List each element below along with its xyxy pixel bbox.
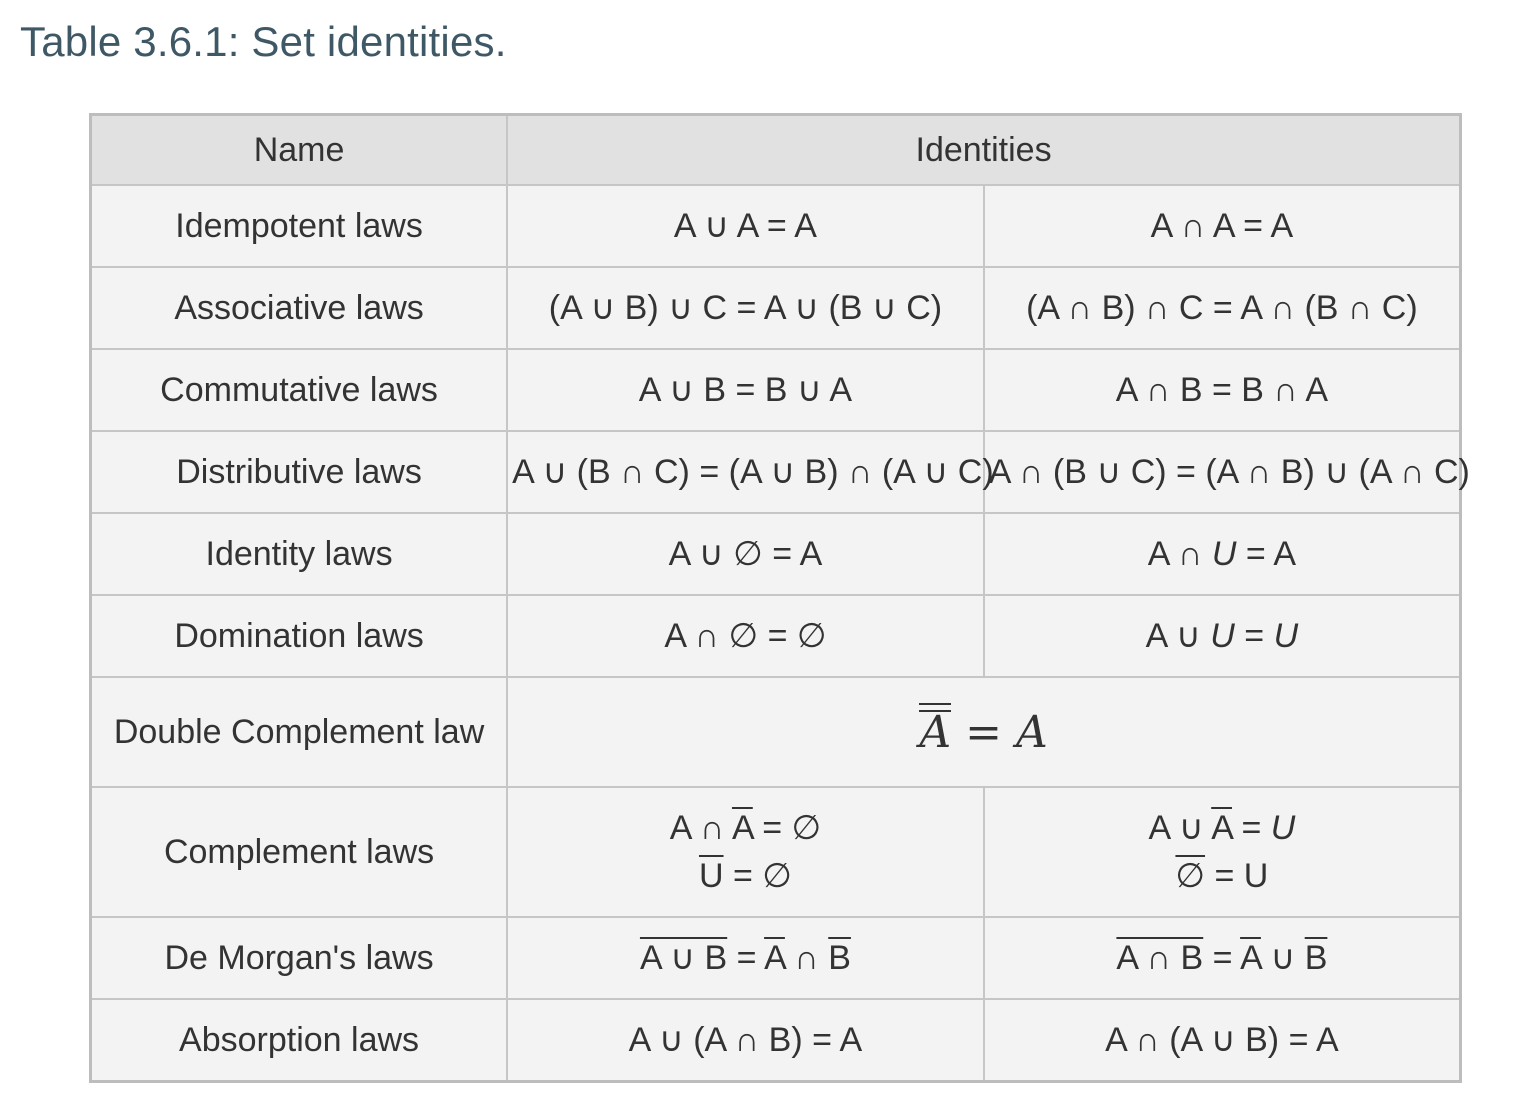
identity-left: (A ∪ B) ∪ C = A ∪ (B ∪ C) <box>506 266 985 350</box>
identity-text: A ∩ B = A ∪ B <box>1116 939 1328 977</box>
identity-right: A ∩ U = A <box>982 512 1462 596</box>
identity-left: A ∪ B = B ∪ A <box>506 348 985 432</box>
table-row: De Morgan's laws A ∪ B = A ∩ B A ∩ B = A… <box>89 916 1462 1000</box>
identity-line: ∅ = U <box>1175 857 1269 895</box>
identity-text: A ∩ U = A <box>1147 534 1297 573</box>
law-name: Complement laws <box>89 786 509 918</box>
table-row: Absorption laws A ∪ (A ∩ B) = A A ∩ (A ∪… <box>89 998 1462 1083</box>
identity-text: A ∪ B = A ∩ B <box>639 939 851 977</box>
law-name: Identity laws <box>89 512 509 596</box>
identity-right: A ∩ B = A ∪ B <box>982 916 1462 1000</box>
law-name: Idempotent laws <box>89 184 509 268</box>
table-row: Complement laws A ∩ A = ∅ U = ∅ A ∪ A = … <box>89 786 1462 918</box>
table-caption: Table 3.6.1: Set identities. <box>20 18 507 65</box>
identity-right: (A ∩ B) ∩ C = A ∩ (B ∩ C) <box>982 266 1462 350</box>
header-name: Name <box>89 113 509 186</box>
identity-line: A ∩ A = ∅ <box>669 809 822 847</box>
table-row: Domination laws A ∩ ∅ = ∅ A ∪ U = U <box>89 594 1462 678</box>
law-name: Commutative laws <box>89 348 509 432</box>
identity-left: A ∪ A = A <box>506 184 985 268</box>
table-row: Distributive laws A ∪ (B ∩ C) = (A ∪ B) … <box>89 430 1470 514</box>
identity-right: A ∩ (B ∪ C) = (A ∩ B) ∪ (A ∩ C) <box>982 430 1470 514</box>
law-name: Absorption laws <box>89 998 509 1083</box>
header-row: Name Identities <box>89 113 1462 186</box>
header-identities: Identities <box>506 113 1462 186</box>
identity-text: A ∪ U = U <box>1145 617 1299 655</box>
law-name: Domination laws <box>89 594 509 678</box>
identity-left: A ∪ B = A ∩ B <box>506 916 985 1000</box>
identity-left: A ∪ ∅ = A <box>506 512 985 596</box>
table-row: Commutative laws A ∪ B = B ∪ A A ∩ B = B… <box>89 348 1462 432</box>
table-row: Idempotent laws A ∪ A = A A ∩ A = A <box>89 184 1462 268</box>
law-name: Distributive laws <box>89 430 509 514</box>
identity-left: A ∩ A = ∅ U = ∅ <box>506 786 985 918</box>
law-name: Double Complement law <box>89 676 509 788</box>
identity-left: A ∪ (A ∩ B) = A <box>506 998 985 1083</box>
identity-left: A ∩ ∅ = ∅ <box>506 594 985 678</box>
identity-right: A ∪ U = U <box>982 594 1462 678</box>
identity-right: A ∩ (A ∪ B) = A <box>982 998 1462 1083</box>
law-name: De Morgan's laws <box>89 916 509 1000</box>
table-row: Double Complement law A = A <box>89 676 1462 788</box>
identity-combined: A = A <box>506 676 1462 788</box>
identity-right: A ∩ B = B ∩ A <box>982 348 1462 432</box>
identity-left: A ∪ (B ∩ C) = (A ∪ B) ∩ (A ∪ C) <box>506 430 994 514</box>
identity-right: A ∪ A = U ∅ = U <box>982 786 1462 918</box>
table-row: Identity laws A ∪ ∅ = A A ∩ U = A <box>89 512 1462 596</box>
identity-right: A ∩ A = A <box>982 184 1462 268</box>
table-row: Associative laws (A ∪ B) ∪ C = A ∪ (B ∪ … <box>89 266 1462 350</box>
identity-line: A ∪ A = U <box>1148 809 1296 847</box>
set-identities-table: Name Identities Idempotent laws A ∪ A = … <box>89 113 1470 1083</box>
identity-line: U = ∅ <box>698 857 792 895</box>
law-name: Associative laws <box>89 266 509 350</box>
double-complement-formula: A = A <box>919 702 1048 758</box>
